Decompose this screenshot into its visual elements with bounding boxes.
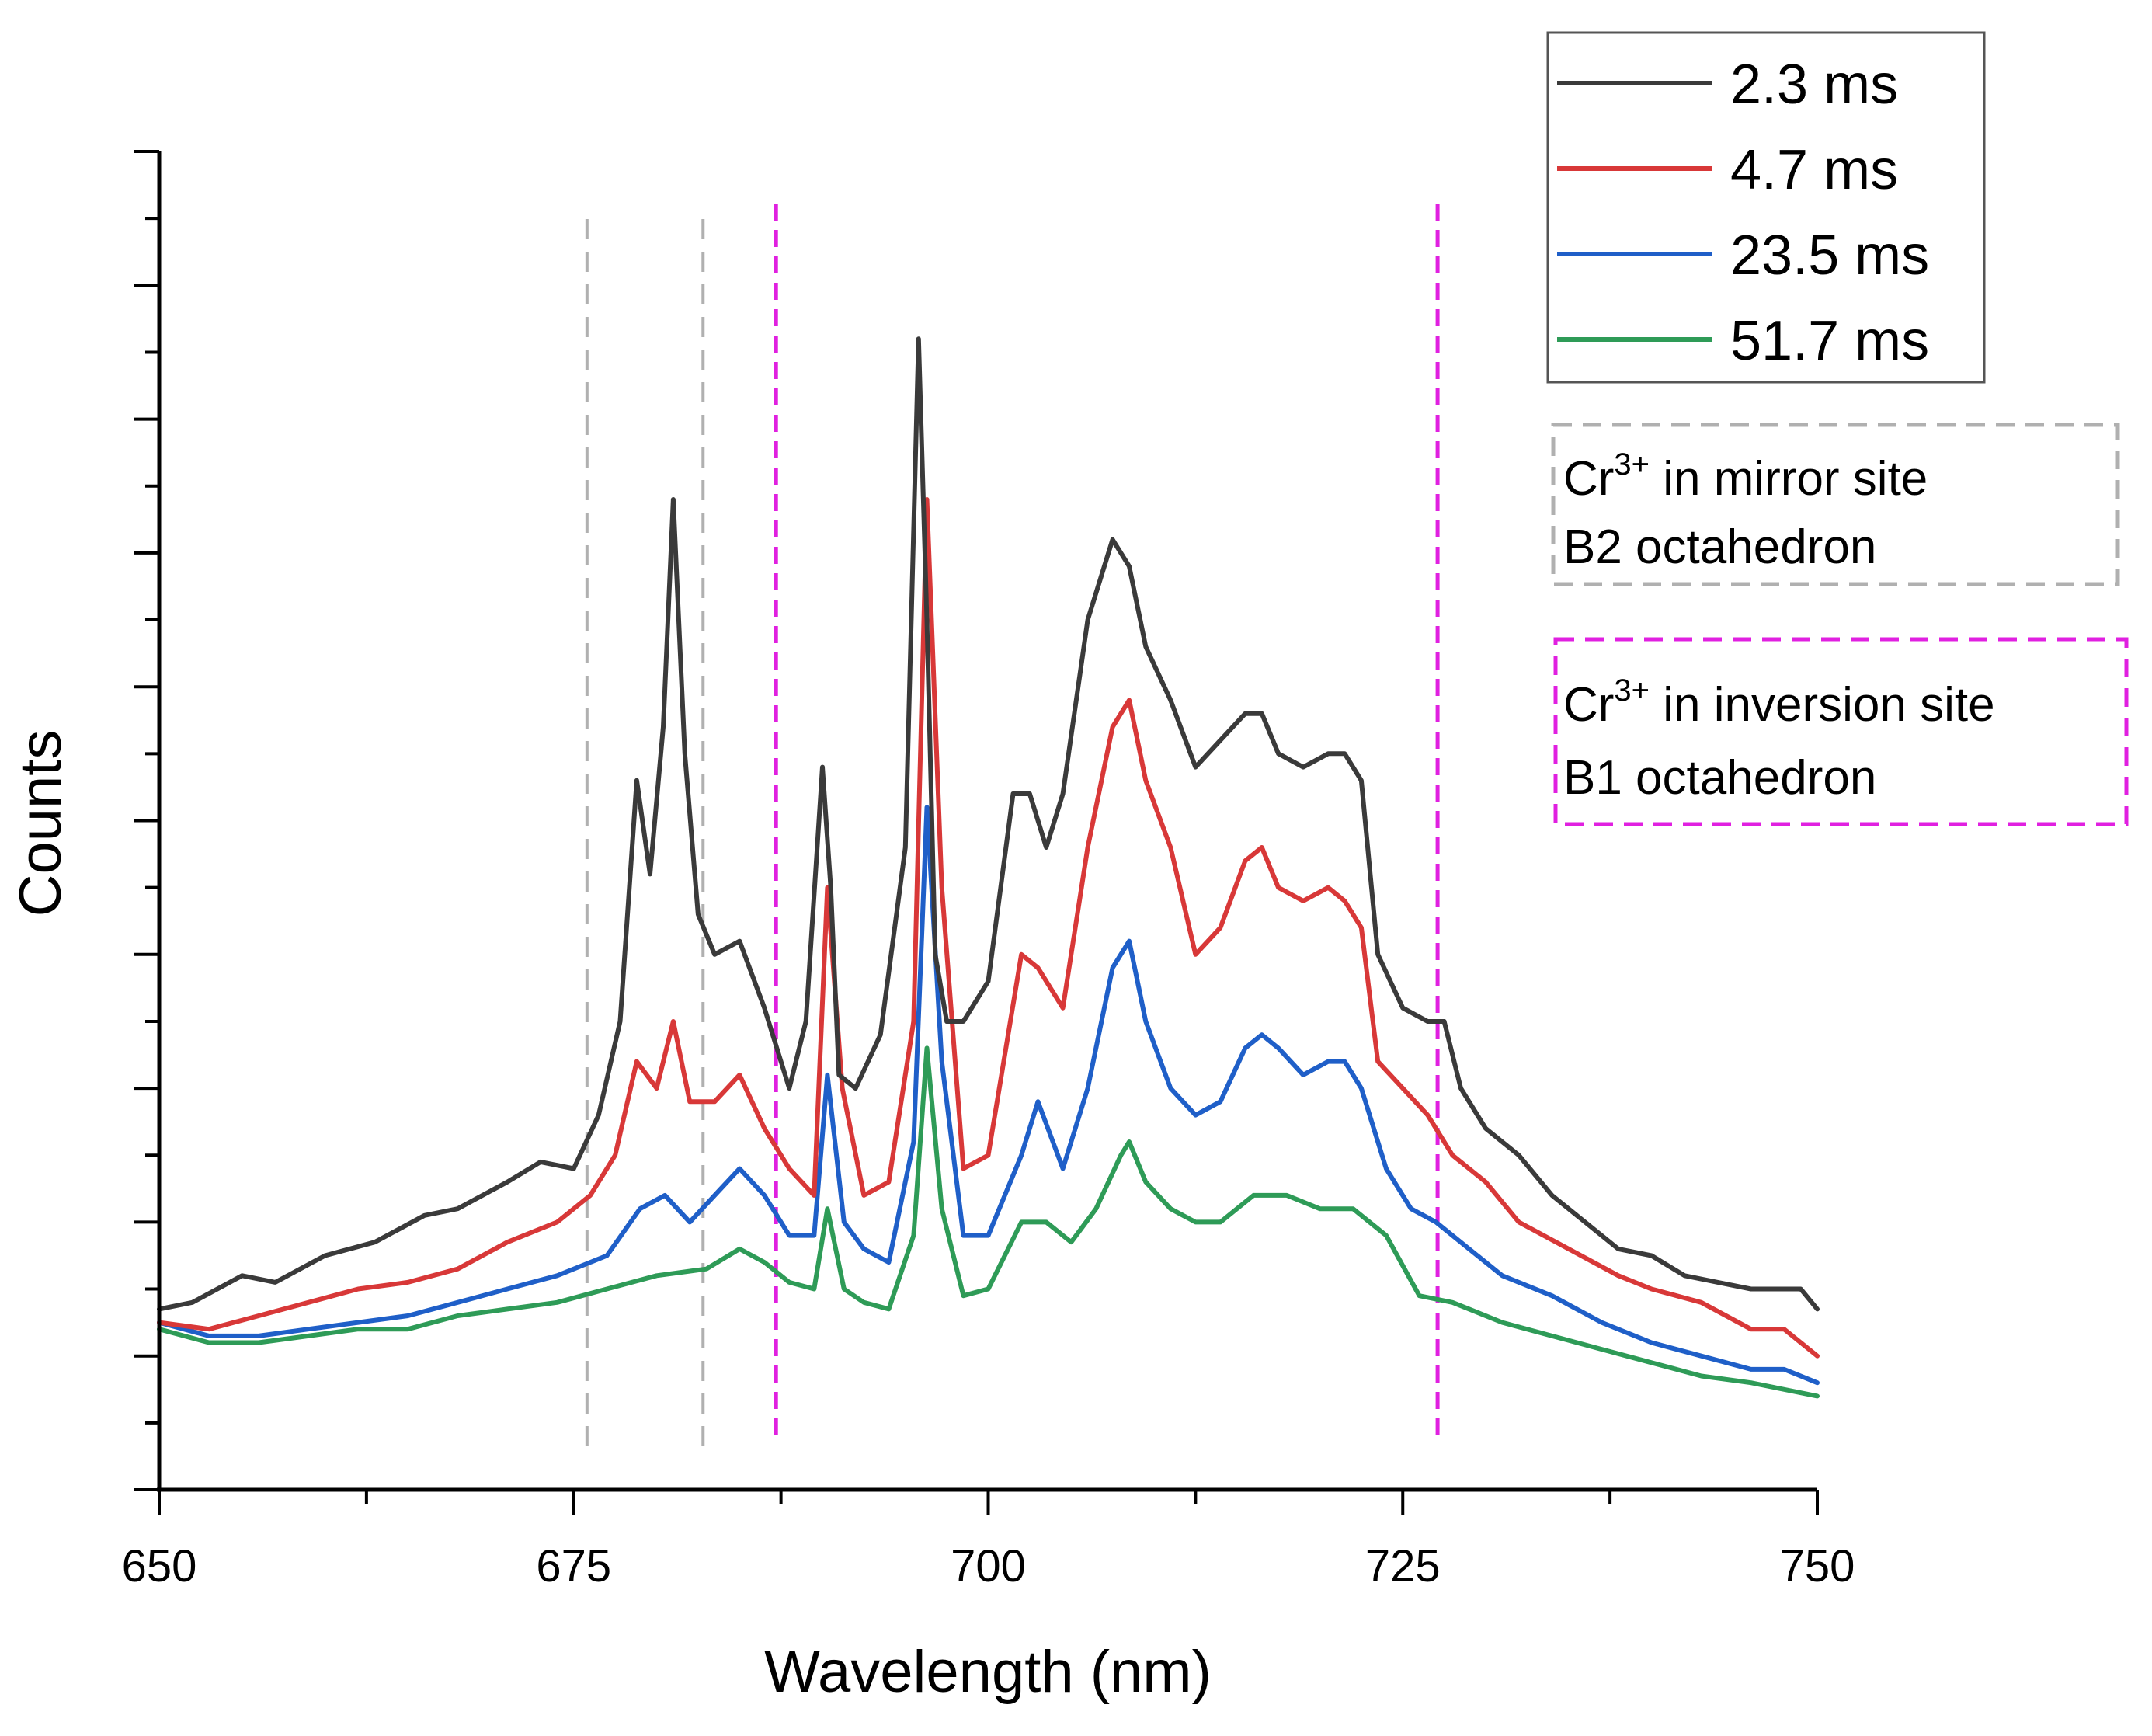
x-axis-ticks: 650 675 700 725 750	[122, 1490, 1855, 1592]
y-axis-title: Counts	[8, 730, 74, 917]
series-line-51-7-ms	[157, 1045, 1820, 1399]
mirror-site-line2: B2 octahedron	[1563, 520, 1876, 574]
legend: 2.3 ms 4.7 ms 23.5 ms 51.7 ms	[1546, 31, 1986, 384]
x-tick-label-700: 700	[951, 1541, 1026, 1592]
x-tick-label-675: 675	[536, 1541, 611, 1592]
mirror-site-box	[1551, 423, 2120, 586]
y-axis-ticks	[134, 150, 159, 1491]
series-lines	[157, 336, 1820, 1399]
inversion-site-line2: B1 octahedron	[1563, 751, 1876, 805]
inversion-site-line1: Cr3+ in inversion site	[1563, 673, 1995, 732]
reference-lines	[585, 204, 1440, 1452]
series-line-23-5-ms	[157, 805, 1820, 1386]
legend-label-23-5-ms: 23.5 ms	[1730, 224, 1929, 287]
x-tick-label-650: 650	[122, 1541, 197, 1592]
series-line-4-7-ms	[157, 497, 1820, 1359]
inversion-site-box	[1553, 637, 2129, 826]
x-tick-label-750: 750	[1780, 1541, 1855, 1592]
legend-label-51-7-ms: 51.7 ms	[1730, 310, 1929, 372]
x-axis-title: Wavelength (nm)	[764, 1639, 1212, 1705]
mirror-site-annotation: Cr3+ in mirror site B2 octahedron	[1551, 423, 2120, 586]
series-line-2-3-ms	[157, 336, 1820, 1312]
x-tick-label-725: 725	[1365, 1541, 1441, 1592]
legend-label-4-7-ms: 4.7 ms	[1730, 139, 1898, 201]
legend-label-2-3-ms: 2.3 ms	[1730, 54, 1898, 116]
inversion-site-annotation: Cr3+ in inversion site B1 octahedron	[1553, 637, 2129, 826]
legend-box	[1546, 31, 1986, 384]
mirror-site-line1: Cr3+ in mirror site	[1563, 447, 1928, 506]
